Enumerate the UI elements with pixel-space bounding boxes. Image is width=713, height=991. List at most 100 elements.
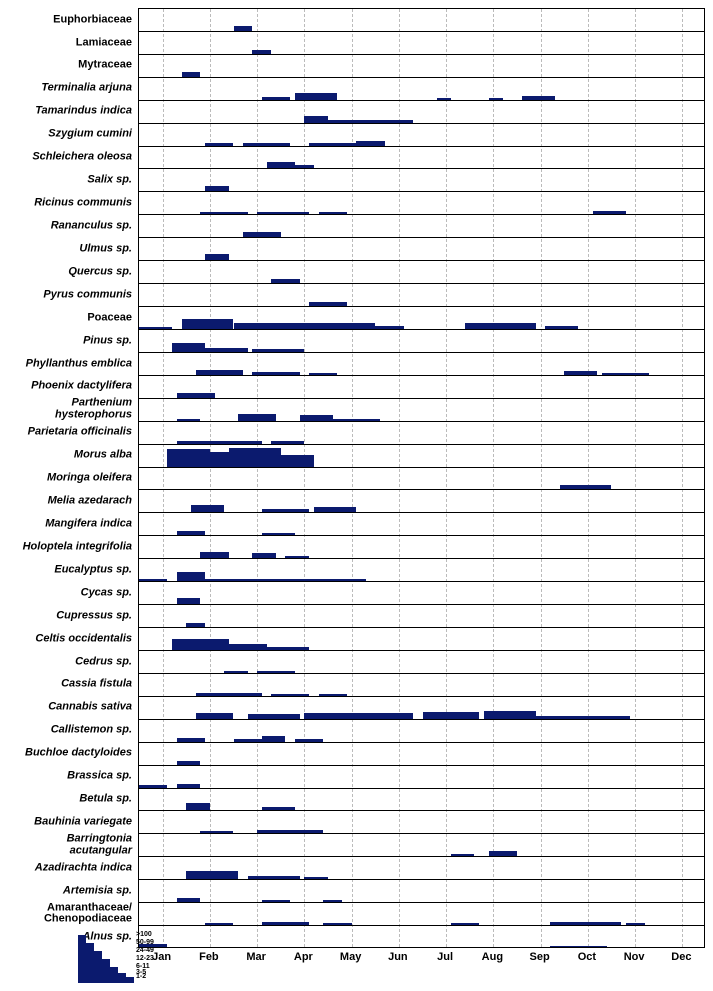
bar-segment (593, 211, 626, 215)
taxon-label: Lamiaceae (8, 37, 132, 49)
taxon-label: Euphorbiaceae (8, 14, 132, 26)
bar-segment (262, 509, 309, 512)
bar-segment (550, 946, 607, 948)
bar-segment (200, 212, 247, 214)
taxon-row (139, 238, 704, 261)
taxon-label: Ulmus sp. (8, 244, 132, 256)
bar-segment (304, 877, 328, 879)
taxon-row (139, 445, 704, 468)
taxon-label: Cycas sp. (8, 587, 132, 599)
taxon-label: Moringa oleifera (8, 473, 132, 485)
bar-segment (309, 373, 337, 375)
bar-segment (205, 143, 233, 146)
bar-segment (172, 343, 205, 352)
bar-segment (271, 279, 299, 283)
pollen-calendar-chart: JanFebMarAprMayJunJulAugSepOctNovDec Eup… (8, 8, 705, 983)
month-label: Mar (246, 951, 266, 963)
bar-segment (139, 327, 172, 329)
legend-label: 12-23 (136, 955, 154, 962)
bar-segment (437, 98, 451, 100)
bar-segment (205, 254, 229, 260)
bar-segment (177, 393, 215, 398)
taxon-row (139, 192, 704, 215)
bar-segment (285, 556, 309, 558)
bar-segment (560, 485, 612, 489)
taxon-label: Phoenix dactylifera (8, 381, 132, 393)
taxon-label: Holoptela integrifolia (8, 542, 132, 554)
month-label: Nov (624, 951, 645, 963)
legend-label: 50-99 (136, 939, 154, 946)
bar-segment (224, 671, 248, 673)
taxon-row (139, 147, 704, 170)
bar-segment (451, 854, 475, 856)
bar-segment (304, 713, 413, 719)
taxon-row (139, 720, 704, 743)
bar-segment (177, 738, 205, 742)
taxon-label: Poaceae (8, 312, 132, 324)
taxon-row (139, 353, 704, 376)
taxon-label: Amaranthaceae/ Chenopodiaceae (8, 902, 132, 925)
taxon-row (139, 376, 704, 399)
month-label: Jul (437, 951, 453, 963)
bar-segment (252, 349, 304, 352)
taxon-label: Buchloe dactyloides (8, 748, 132, 760)
taxon-label: Szygium cumini (8, 129, 132, 141)
bar-segment (172, 639, 229, 650)
taxon-row (139, 215, 704, 238)
bar-segment (522, 96, 555, 100)
taxon-label: Salix sp. (8, 175, 132, 187)
taxon-row (139, 307, 704, 330)
bar-segment (300, 415, 333, 421)
bar-segment (177, 898, 201, 902)
bar-segment (545, 326, 578, 329)
taxon-row (139, 743, 704, 766)
bar-segment (182, 72, 201, 76)
bar-segment (167, 947, 186, 948)
taxon-row (139, 32, 704, 55)
taxon-label: Celtis occidentalis (8, 633, 132, 645)
taxon-row (139, 811, 704, 834)
taxon-label: Barringtonia acutangular (8, 833, 132, 856)
month-label: Feb (199, 951, 219, 963)
month-label: Jun (388, 951, 408, 963)
bar-segment (229, 448, 281, 466)
bar-segment (295, 93, 338, 100)
bar-segment (182, 319, 234, 329)
bar-segment (319, 694, 347, 696)
bar-segment (139, 579, 167, 581)
taxon-row (139, 536, 704, 559)
taxon-label: Cupressus sp. (8, 610, 132, 622)
bar-segment (602, 373, 649, 375)
bar-segment (252, 553, 276, 558)
bar-segment (205, 923, 233, 925)
taxon-label: Artemisia sp. (8, 885, 132, 897)
taxon-label: Azadirachta indica (8, 863, 132, 875)
taxon-label: Bauhinia variegate (8, 817, 132, 829)
bar-segment (205, 579, 366, 581)
taxon-row (139, 766, 704, 789)
taxon-row (139, 628, 704, 651)
taxon-label: Morus alba (8, 450, 132, 462)
bar-segment (451, 923, 479, 925)
taxon-label: Parietaria officinalis (8, 427, 132, 439)
taxon-label: Rananculus sp. (8, 221, 132, 233)
taxon-label: Melia azedarach (8, 496, 132, 508)
bar-segment (243, 143, 290, 146)
taxon-row (139, 468, 704, 491)
bar-segment (200, 552, 228, 558)
bar-segment (484, 711, 536, 719)
taxon-row (139, 880, 704, 903)
bar-segment (262, 533, 295, 535)
taxon-label: Tamarindus indica (8, 106, 132, 118)
taxon-row (139, 903, 704, 926)
bar-segment (205, 348, 248, 352)
bar-segment (309, 143, 356, 146)
month-label: Aug (482, 951, 503, 963)
bar-segment (267, 647, 310, 650)
bar-segment (626, 923, 645, 925)
bar-segment (262, 736, 286, 742)
month-label: Apr (294, 951, 313, 963)
bar-segment (257, 671, 295, 673)
taxon-row (139, 422, 704, 445)
legend-staircase: >10050-9924-4912-236-113-51-2 (78, 927, 136, 983)
